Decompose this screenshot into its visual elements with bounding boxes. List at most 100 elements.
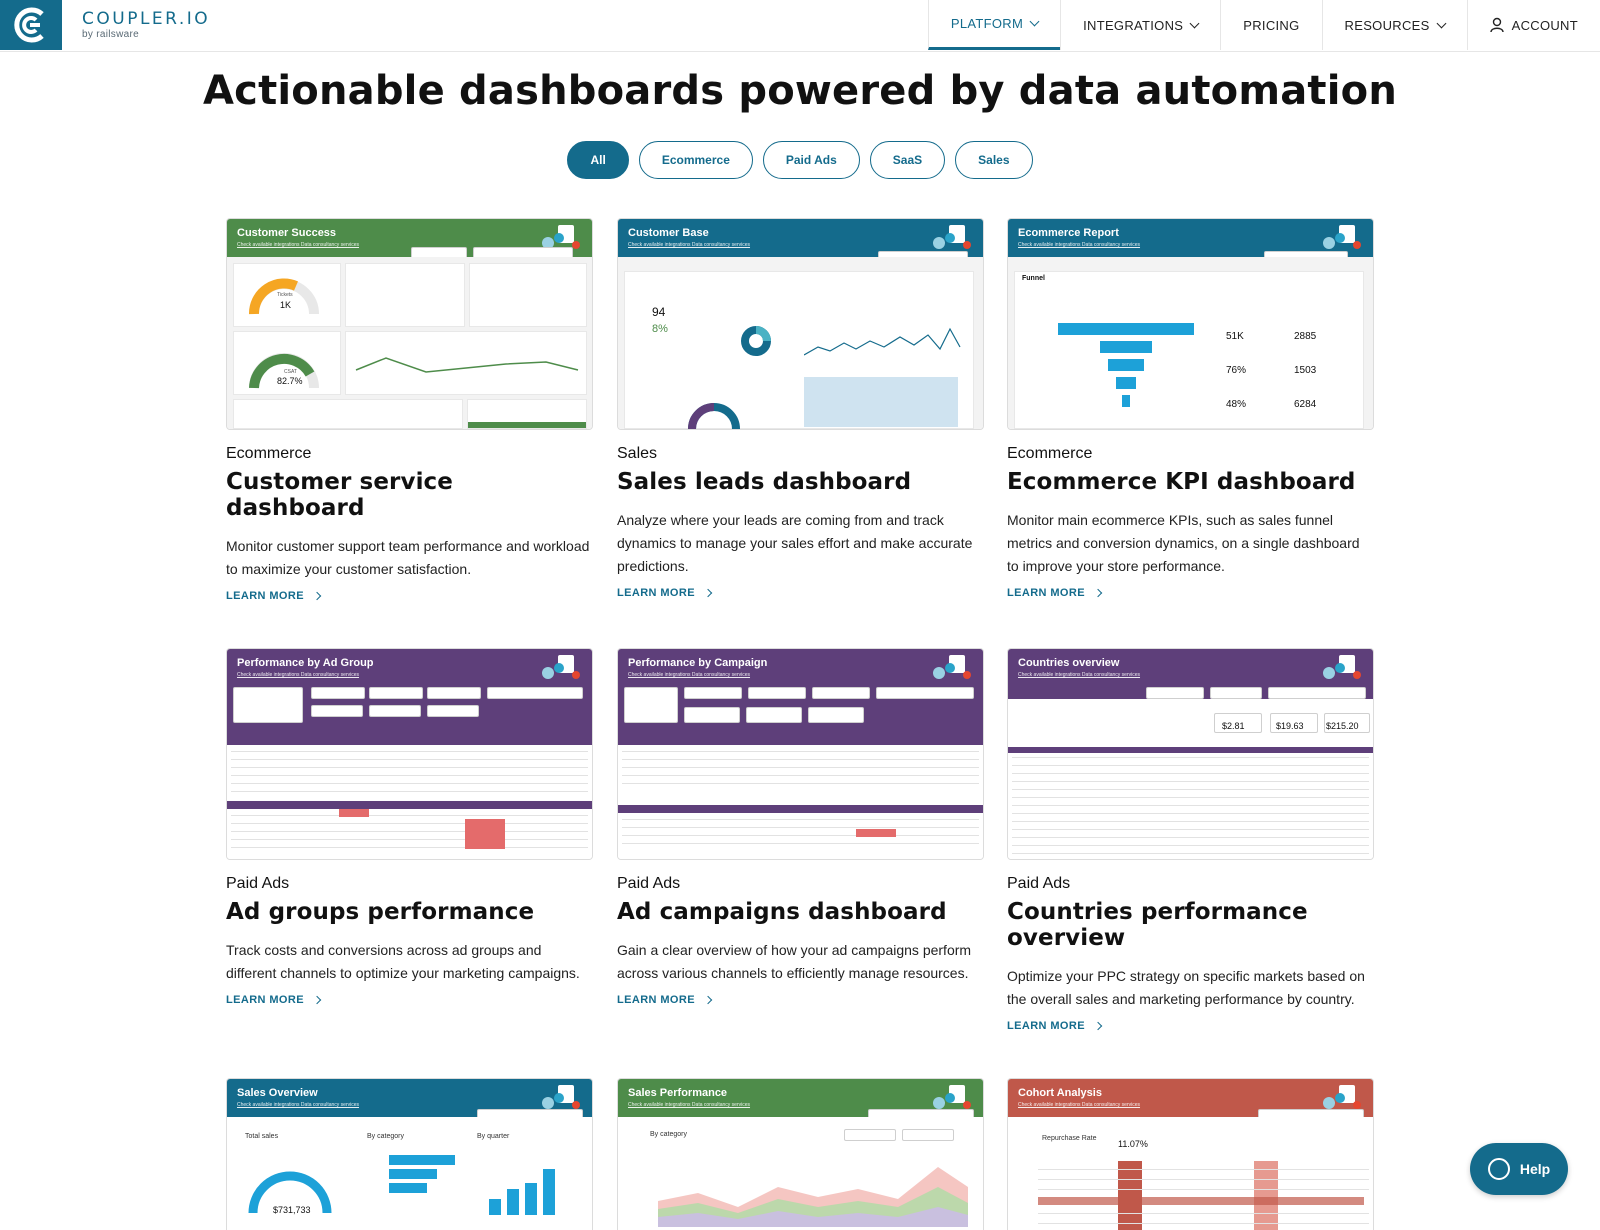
dashboard-card[interactable]: Sales Overview Check available integrati… [226,1078,593,1230]
learn-more-label: LEARN MORE [226,590,304,602]
card-category: Sales [617,445,658,462]
illustration-icon [925,653,971,683]
filter-saas[interactable]: SaaS [869,141,946,179]
thumbnail-title: Customer Base [628,227,709,239]
nav-resources-label: RESOURCES [1344,17,1430,33]
csat-gauge [249,353,319,389]
funnel-bar [1108,359,1144,371]
chevron-right-icon [703,588,713,598]
brand-logo[interactable]: COUPLER.IO by railsware [82,9,210,40]
csat-value: 82.7% [277,376,303,386]
by-quarter-label: By quarter [477,1133,510,1140]
filter-sales[interactable]: Sales [955,141,1033,179]
brand-name: COUPLER.IO [82,9,211,29]
dashboard-thumbnail[interactable]: Sales Overview Check available integrati… [226,1078,593,1230]
illustration-icon [1315,653,1361,683]
gauge-value: 1K [280,300,292,310]
nav-resources[interactable]: RESOURCES [1321,0,1467,50]
help-label: Help [1519,1161,1551,1177]
learn-more-link[interactable]: LEARN MORE [1007,587,1103,599]
card-category: Paid Ads [1007,875,1071,892]
dashboard-card[interactable]: Performance by Campaign Check available … [617,648,984,1008]
nav-integrations[interactable]: INTEGRATIONS [1060,0,1220,50]
metric-value: 6284 [1294,399,1317,410]
thumbnail-links: Check available integrations Data consul… [237,242,360,248]
learn-more-link[interactable]: LEARN MORE [226,994,322,1006]
card-title[interactable]: Customer service dashboard [226,469,453,521]
filter-paid-ads[interactable]: Paid Ads [762,141,860,179]
filter-all[interactable]: All [567,141,629,179]
thumbnail-title: Countries overview [1018,657,1120,669]
dashboard-card[interactable]: Customer Success Check available integra… [226,218,593,604]
dashboard-card[interactable]: Customer Base Check available integratio… [617,218,984,601]
card-title[interactable]: Sales leads dashboard [617,469,912,495]
dashboard-thumbnail[interactable]: Cohort Analysis Check available integrat… [1007,1078,1374,1230]
donut-chart [688,403,740,429]
coupler-logo-icon[interactable] [0,0,62,50]
card-description: Optimize your PPC strategy on specific m… [1007,968,1365,1007]
nav-account[interactable]: ACCOUNT [1466,0,1600,50]
illustration-icon [925,1083,971,1113]
illustration-icon [534,223,580,253]
learn-more-label: LEARN MORE [1007,1020,1085,1032]
illustration-icon [925,223,971,253]
page-title: Actionable dashboards powered by data au… [203,68,1397,114]
dashboard-card[interactable]: Countries overview Check available integ… [1007,648,1374,1034]
chevron-right-icon [703,995,713,1005]
learn-more-link[interactable]: LEARN MORE [617,994,713,1006]
thumbnail-title: Sales Performance [628,1087,728,1099]
card-title[interactable]: Countries performance overview [1007,899,1308,951]
card-title[interactable]: Ad groups performance [226,899,535,925]
thumbnail-title: Customer Success [237,227,337,239]
card-title[interactable]: Ad campaigns dashboard [617,899,947,925]
funnel-bar [1058,323,1194,335]
donut-chart [741,326,771,356]
nav-platform-label: PLATFORM [950,16,1024,31]
by-category-label: By category [650,1131,687,1138]
nav-platform[interactable]: PLATFORM [927,0,1061,50]
nav-pricing[interactable]: PRICING [1220,0,1321,50]
funnel-title: Funnel [1022,275,1045,282]
leads-value: 94 [652,305,666,319]
dashboard-card[interactable]: Ecommerce Report Check available integra… [1007,218,1374,601]
dashboard-thumbnail[interactable]: Performance by Campaign Check available … [617,648,984,860]
learn-more-label: LEARN MORE [1007,587,1085,599]
dashboard-card[interactable]: Performance by Ad Group Check available … [226,648,593,1008]
learn-more-link[interactable]: LEARN MORE [617,587,713,599]
world-map [804,377,958,427]
thumbnail-title: Ecommerce Report [1018,227,1119,239]
illustration-icon [534,1083,580,1113]
funnel-bar [1122,395,1130,407]
illustration-icon [534,653,580,683]
card-description: Gain a clear overview of how your ad cam… [617,942,972,981]
thumbnail-links: Check available integrations Data consul… [237,1102,360,1108]
metric-value: 48% [1226,399,1247,410]
dashboard-thumbnail[interactable]: Customer Success Check available integra… [226,218,593,430]
learn-more-link[interactable]: LEARN MORE [226,590,322,602]
csat-label: CSAT [284,369,297,375]
dashboard-card[interactable]: Sales Performance Check available integr… [617,1078,984,1230]
chevron-down-icon [1436,18,1447,28]
dashboard-thumbnail[interactable]: Ecommerce Report Check available integra… [1007,218,1374,430]
repurchase-value: 11.07% [1118,1139,1148,1149]
thumbnail-links: Check available integrations Data consul… [1018,242,1141,248]
dashboard-thumbnail[interactable]: Sales Performance Check available integr… [617,1078,984,1230]
thumbnail-header: Customer Base Check available integratio… [618,219,983,263]
cac-value: $215.20 [1326,721,1359,731]
thumbnail-header: Countries overview Check available integ… [1008,649,1373,699]
dashboard-thumbnail[interactable]: Performance by Ad Group Check available … [226,648,593,860]
funnel-bar [1116,377,1136,389]
line-chart [355,357,579,373]
gauge-chart [248,278,319,315]
filter-ecommerce[interactable]: Ecommerce [638,141,753,179]
thumbnail-title: Performance by Campaign [628,657,768,669]
help-button[interactable]: Help [1470,1143,1568,1195]
dashboard-thumbnail[interactable]: Customer Base Check available integratio… [617,218,984,430]
dashboard-thumbnail[interactable]: Countries overview Check available integ… [1007,648,1374,860]
card-title[interactable]: Ecommerce KPI dashboard [1007,469,1356,495]
learn-more-label: LEARN MORE [617,994,695,1006]
thumbnail-links: Check available integrations Data consul… [628,672,751,678]
nav-account-label: ACCOUNT [1511,17,1578,33]
dashboard-card[interactable]: Cohort Analysis Check available integrat… [1007,1078,1374,1230]
learn-more-link[interactable]: LEARN MORE [1007,1020,1103,1032]
